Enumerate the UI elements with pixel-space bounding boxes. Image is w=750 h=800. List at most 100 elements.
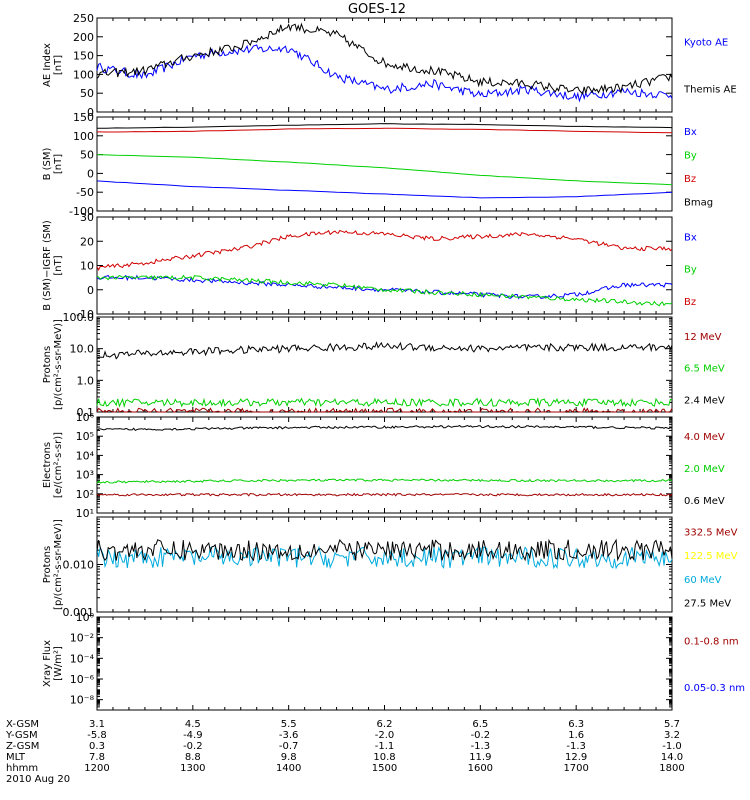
date-label: 2010 Aug 20 [6, 774, 70, 785]
y-tick-label: 150 [73, 50, 94, 63]
y-axis-label: [p/(cm²-s-sr-MeV)] [53, 319, 64, 410]
y-tick-label: 0.1 [77, 406, 95, 419]
y-tick-label: 0 [87, 284, 94, 297]
y-tick-label: 0 [87, 106, 94, 119]
ephemeris-value: 12.9 [565, 752, 587, 763]
legend-entry: Themis AE [683, 85, 737, 96]
legend-entry: 2.4 MeV [684, 395, 725, 406]
ephemeris-value: -1.3 [471, 741, 491, 752]
legend-entry: Bmag [684, 198, 713, 209]
ephemeris-value: 6.2 [377, 719, 393, 730]
ephemeris-value: 1300 [180, 763, 205, 774]
y-tick-label: 0 [87, 167, 94, 180]
legend-entry: Bx [684, 127, 697, 138]
series-line-by [96, 154, 673, 186]
ephemeris-value: -0.2 [183, 741, 203, 752]
y-tick-label: 200 [73, 31, 94, 44]
ephemeris-value: -1.1 [375, 741, 395, 752]
y-tick-label: 10⁻⁸ [70, 694, 95, 707]
series-line-6-5-mev [96, 397, 673, 409]
ephemeris-value: -1.0 [662, 741, 682, 752]
series-line-12-mev [96, 407, 673, 414]
ephemeris-value: 1.6 [568, 730, 584, 741]
y-axis-label: AE Index [42, 43, 53, 87]
y-tick-label: 10³ [76, 469, 94, 482]
legend-entry: Kyoto AE [684, 38, 728, 49]
y-tick-label: 1.0 [77, 374, 95, 387]
ephemeris-value: 1400 [276, 763, 301, 774]
ephemeris-row-label: X-GSM [6, 719, 39, 730]
y-axis-label: [W/m²] [53, 646, 64, 681]
legend-entry: 0.1-0.8 nm [684, 636, 739, 647]
y-axis-label: Protons [42, 546, 53, 583]
ephemeris-value: -2.0 [375, 730, 395, 741]
y-tick-label: 50 [80, 87, 94, 100]
series-line-themis-ae [96, 22, 673, 95]
ephemeris-value: 6.5 [472, 719, 488, 730]
panel-b_minus_igrf: -10 0 10 20 30 B (SM)−IGRF (SM) [nT] Bx By Bz [42, 211, 697, 321]
y-axis-label: [e/(cm²-s-sr)] [53, 432, 64, 498]
y-axis-label: Xray Flux [42, 640, 53, 687]
panel-electrons: 10¹ 10² 10³ 10⁴ 10⁵ 10⁶ Electrons [e/(cm²-s-sr)… [42, 411, 725, 520]
series-line-bmag [97, 123, 673, 129]
panel-frame [96, 516, 673, 613]
y-axis-label: [nT] [53, 154, 64, 174]
y-tick-label: 20 [80, 235, 94, 248]
ephemeris-value: -3.6 [279, 730, 299, 741]
legend-entry: 2.0 MeV [684, 464, 725, 475]
ephemeris-value: -0.7 [279, 741, 299, 752]
y-axis-label: [nT] [53, 55, 64, 75]
panel-frame [96, 416, 673, 514]
y-tick-label: 0.010 [63, 559, 95, 572]
ephemeris-row-label: hhmm [6, 763, 38, 774]
series-line-0-6-mev [96, 424, 673, 432]
ephemeris-value: 3.2 [664, 730, 680, 741]
legend-entry: 27.5 MeV [684, 599, 731, 610]
ephemeris-value: 5.7 [664, 719, 680, 730]
y-tick-label: 10⁻² [70, 632, 94, 645]
legend-entry: By [684, 265, 697, 276]
y-tick-label: 10⁰ [76, 611, 95, 624]
ephemeris-row-label: Z-GSM [6, 741, 39, 752]
y-axis-label: Electrons [42, 442, 53, 488]
legend-entry: 6.5 MeV [684, 364, 725, 375]
ephemeris-row-label: MLT [6, 752, 26, 763]
y-tick-label: 30 [80, 211, 94, 224]
legend-entry: 60 MeV [684, 575, 722, 586]
legend-entry: 122.5 MeV [684, 551, 738, 562]
series-line-4-0-mev [96, 492, 673, 497]
y-tick-label: 0.001 [63, 606, 95, 619]
y-tick-label: 50 [80, 149, 94, 162]
y-tick-label: 10⁻⁴ [70, 652, 95, 665]
ephemeris-value: 1200 [84, 763, 109, 774]
ephemeris-value: 1700 [563, 763, 588, 774]
y-tick-label: 150 [73, 111, 94, 124]
ephemeris-value: 1500 [372, 763, 397, 774]
y-tick-label: -100 [69, 205, 94, 218]
legend-entry: 4.0 MeV [684, 432, 725, 443]
ephemeris-value: 1600 [468, 763, 493, 774]
ephemeris-value: 6.3 [568, 719, 584, 730]
ephemeris-value: 10.8 [373, 752, 395, 763]
y-tick-label: 10² [76, 488, 94, 501]
series-line-2-0-mev [96, 478, 673, 484]
ephemeris-value: 7.8 [89, 752, 105, 763]
legend-entry: Bz [684, 297, 696, 308]
y-axis-label: Protons [42, 346, 53, 383]
y-tick-label: -50 [76, 186, 94, 199]
y-tick-label: 10⁶ [76, 411, 95, 424]
ephemeris-value: 4.5 [185, 719, 201, 730]
panel-ae: 0 50 100 150 200 250 AE Index [nT] Kyoto AE Themi… [42, 12, 737, 119]
y-axis-label: [p/(cm²-s-sr-MeV)] [53, 519, 64, 610]
y-tick-label: 100.0 [63, 311, 95, 324]
ephemeris-value: -1.3 [566, 741, 586, 752]
ephemeris-value: 5.5 [281, 719, 297, 730]
ephemeris-value: 8.8 [185, 752, 201, 763]
y-axis-label: B (SM) [42, 147, 53, 180]
panel-protons_high: 0.001 0.010 Protons [p/(cm²-s-sr-MeV)] 332.5… [42, 516, 738, 619]
ephemeris-value: 9.8 [281, 752, 297, 763]
panel-frame [96, 17, 673, 113]
